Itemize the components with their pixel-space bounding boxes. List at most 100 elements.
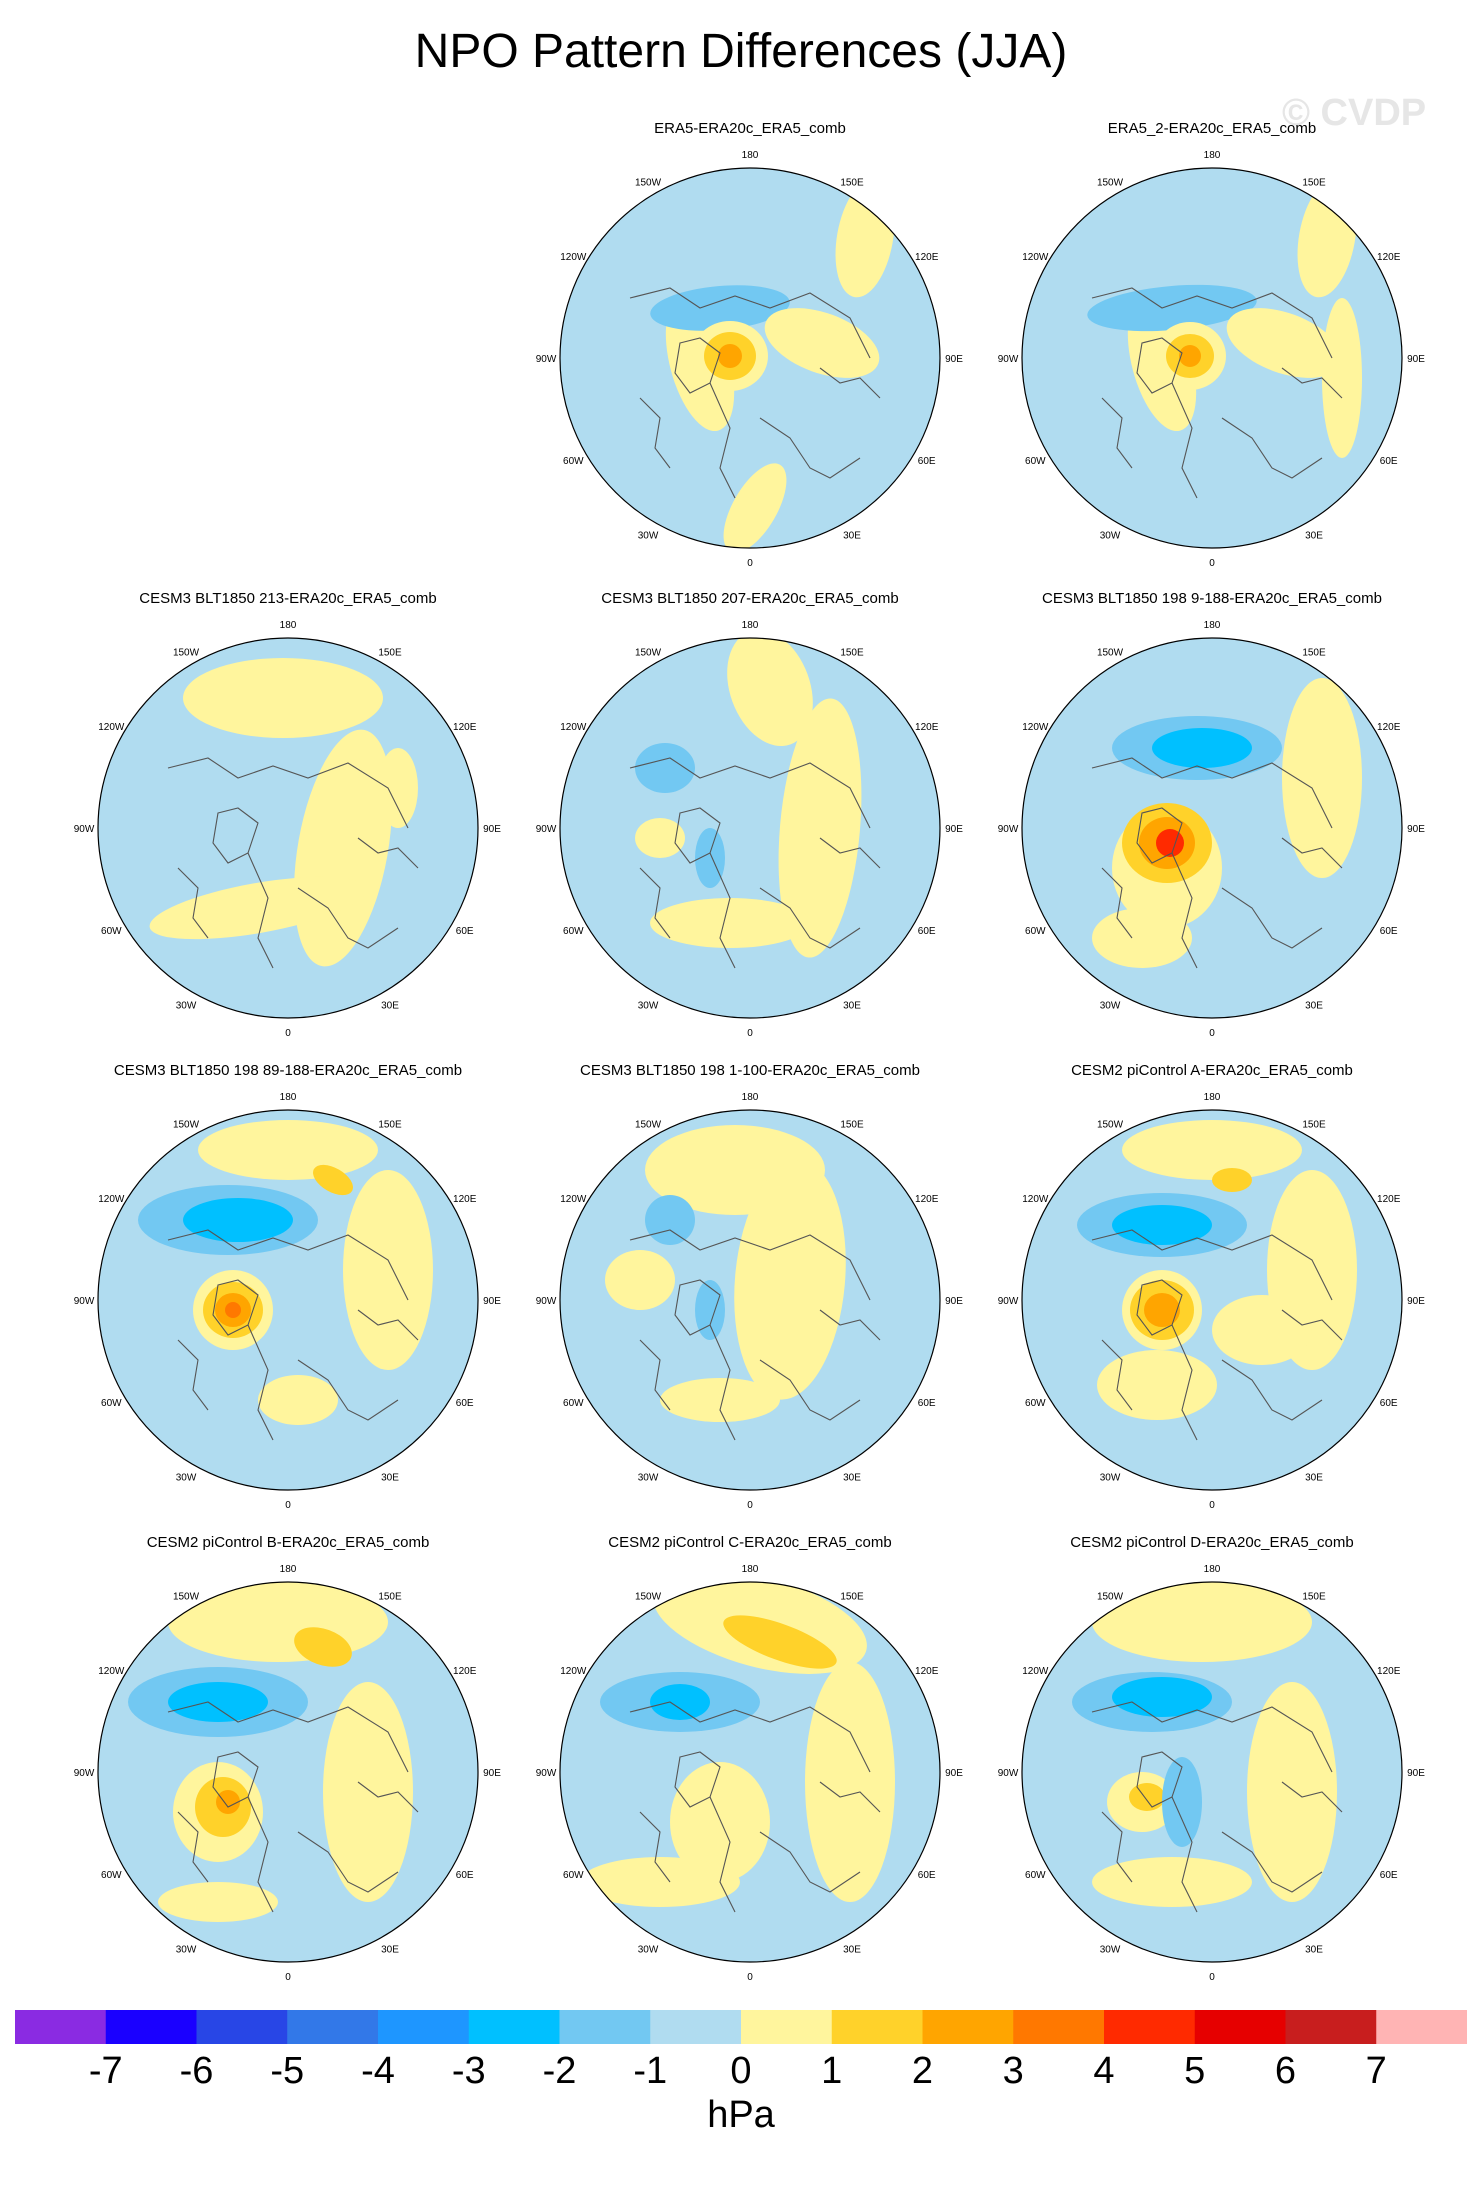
longitude-label: 30E <box>843 1001 861 1012</box>
panel-title: CESM3 BLT1850 213-ERA20c_ERA5_comb <box>139 590 437 607</box>
longitude-label: 180 <box>280 1564 297 1575</box>
longitude-label: 60E <box>456 1870 474 1881</box>
colorbar-swatch <box>105 2010 197 2044</box>
panel-title: CESM3 BLT1850 198 89-188-ERA20c_ERA5_com… <box>113 1062 463 1079</box>
coastline <box>709 852 736 969</box>
longitude-label: 30W <box>1100 531 1121 542</box>
anomaly-contour <box>635 743 695 793</box>
panel-title: CESM3 BLT1850 198 1-100-ERA20c_ERA5_comb <box>580 1062 920 1079</box>
colorbar-units: hPa <box>707 2094 775 2136</box>
anomaly-contour <box>313 1164 353 1196</box>
longitude-label: 120W <box>1022 1666 1049 1677</box>
longitude-label: 90E <box>483 824 501 835</box>
coastline <box>759 1359 861 1421</box>
longitude-label: 30E <box>843 1945 861 1956</box>
coastline <box>1281 367 1343 399</box>
anomaly-contour <box>695 1280 725 1340</box>
coastline <box>357 1781 419 1813</box>
longitude-label: 150W <box>1097 1591 1124 1602</box>
anomaly-contour <box>778 698 862 958</box>
longitude-label: 30E <box>843 531 861 542</box>
map-border <box>559 1581 941 1963</box>
longitude-label: 180 <box>1204 1092 1221 1103</box>
colorbar-swatch <box>922 2010 1014 2044</box>
panel-title: CESM2 piControl B-ERA20c_ERA5_comb <box>146 1534 430 1551</box>
polar-map: 180 150E 120E 90E 60E 30E 0 30W 60W 90W 120W 150W <box>74 1564 502 1983</box>
anomaly-contour <box>650 1684 710 1720</box>
colorbar-tick-label: -4 <box>361 2050 395 2092</box>
colorbar-swatch <box>1104 2010 1196 2044</box>
longitude-label: 0 <box>747 558 753 569</box>
longitude-label: 60W <box>1025 1870 1046 1881</box>
watermark: © CVDP <box>1282 92 1427 134</box>
longitude-label: 60E <box>1380 456 1398 467</box>
anomaly-contour <box>1162 1757 1202 1847</box>
longitude-label: 150W <box>1097 1119 1124 1130</box>
coastline <box>819 1781 881 1813</box>
panel-title: CESM2 piControl A-ERA20c_ERA5_comb <box>1071 1062 1353 1079</box>
anomaly-contour <box>1212 1295 1312 1365</box>
longitude-label: 150W <box>635 177 662 188</box>
longitude-label: 30W <box>176 1945 197 1956</box>
polar-map: 180 150E 120E 90E 60E 30E 0 30W 60W 90W 120W 150W <box>998 620 1426 1039</box>
coastline <box>177 867 209 939</box>
coastline <box>629 757 871 829</box>
map-border <box>97 1581 479 1963</box>
longitude-label: 60W <box>101 1870 122 1881</box>
longitude-label: 150W <box>635 1591 662 1602</box>
longitude-label: 180 <box>742 150 759 161</box>
coastline <box>167 1229 409 1301</box>
anomaly-contour <box>1152 728 1252 768</box>
map-panel-p2: ERA5_2-ERA20c_ERA5_comb 180 150E 120E 90E 60E… <box>992 120 1432 580</box>
anomaly-contour <box>294 1627 352 1667</box>
longitude-label: 30W <box>1100 1945 1121 1956</box>
longitude-label: 90W <box>74 1768 95 1779</box>
longitude-label: 30W <box>638 1001 659 1012</box>
longitude-label: 180 <box>742 1564 759 1575</box>
longitude-label: 90E <box>945 354 963 365</box>
coastline <box>1221 1359 1323 1421</box>
longitude-label: 90E <box>945 824 963 835</box>
longitude-label: 120W <box>1022 1194 1049 1205</box>
anomaly-contour <box>605 1250 675 1310</box>
longitude-label: 150E <box>1302 1119 1326 1130</box>
longitude-label: 120W <box>98 1194 125 1205</box>
coastline <box>759 417 861 479</box>
longitude-label: 150W <box>173 1119 200 1130</box>
anomaly-contour <box>1129 1783 1165 1811</box>
anomaly-contour <box>764 308 880 378</box>
longitude-label: 150E <box>840 647 864 658</box>
anomaly-contour <box>1226 308 1342 378</box>
coastline <box>297 887 399 949</box>
longitude-label: 60E <box>1380 1870 1398 1881</box>
anomaly-contour <box>1144 1293 1180 1327</box>
longitude-label: 60E <box>918 1870 936 1881</box>
colorbar-tick-label: -3 <box>451 2050 486 2092</box>
longitude-label: 30E <box>381 1001 399 1012</box>
longitude-label: 180 <box>1204 1564 1221 1575</box>
coastline <box>177 1811 209 1883</box>
longitude-label: 0 <box>285 1972 291 1983</box>
polar-map: 180 150E 120E 90E 60E 30E 0 30W 60W 90W 120W 150W <box>536 1092 964 1511</box>
panel-title: CESM3 BLT1850 207-ERA20c_ERA5_comb <box>601 590 899 607</box>
panel-title: ERA5-ERA20c_ERA5_comb <box>654 120 846 137</box>
colorbar-swatch <box>1013 2010 1105 2044</box>
coastline <box>1281 1781 1343 1813</box>
colorbar-tick-label: 5 <box>1184 2050 1206 2092</box>
anomaly-contour <box>650 285 790 331</box>
anomaly-contour <box>378 748 418 828</box>
longitude-label: 180 <box>280 1092 297 1103</box>
coastline <box>177 1339 209 1411</box>
anomaly-contour <box>1212 1168 1252 1192</box>
longitude-label: 150E <box>840 1119 864 1130</box>
coastline <box>247 1324 274 1441</box>
longitude-label: 120W <box>560 1666 587 1677</box>
coastline <box>1171 1796 1198 1913</box>
longitude-label: 180 <box>1204 620 1221 631</box>
map-border <box>1021 1109 1403 1491</box>
longitude-label: 90W <box>998 824 1019 835</box>
longitude-label: 60E <box>918 926 936 937</box>
longitude-label: 60W <box>563 456 584 467</box>
colorbar-swatch <box>287 2010 379 2044</box>
longitude-label: 120W <box>560 252 587 263</box>
